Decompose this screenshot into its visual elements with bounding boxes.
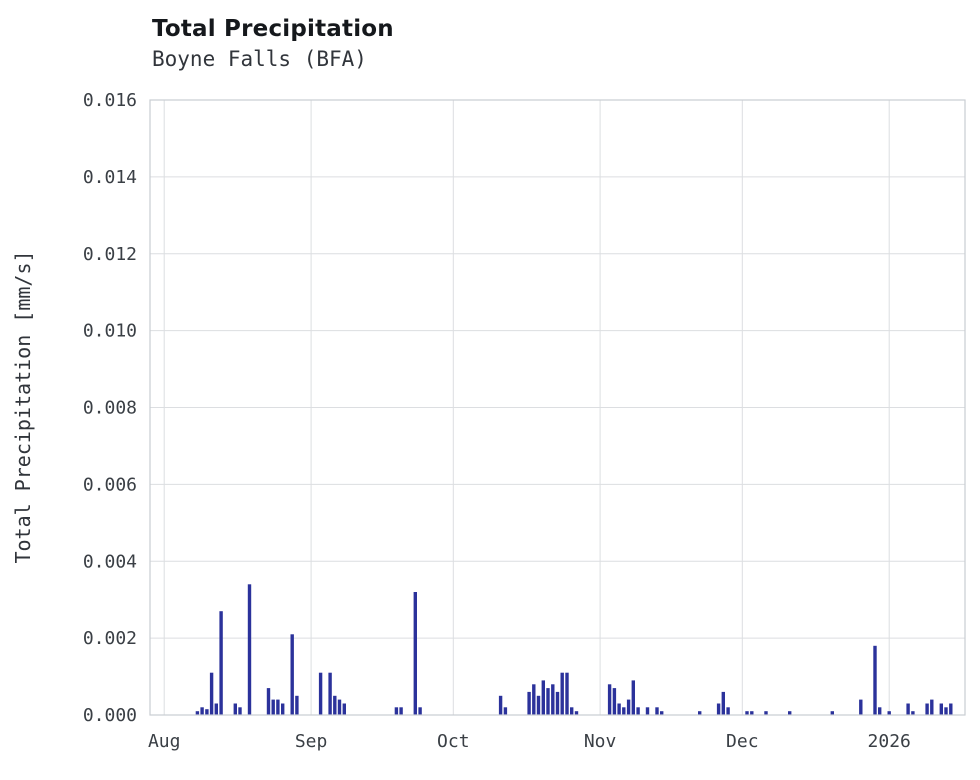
svg-text:Nov: Nov [584,731,617,752]
svg-text:0.012: 0.012 [83,244,137,265]
svg-text:2026: 2026 [868,731,911,752]
svg-text:0.002: 0.002 [83,628,137,649]
chart-subtitle: Boyne Falls (BFA) [152,47,367,71]
svg-text:Dec: Dec [726,731,759,752]
y-axis-label: Total Precipitation [mm/s] [11,250,35,563]
svg-text:Sep: Sep [295,731,328,752]
svg-text:Aug: Aug [148,731,181,752]
svg-text:0.000: 0.000 [83,705,137,726]
svg-text:0.006: 0.006 [83,474,137,495]
plot-area: 0.000 0.002 0.004 0.006 0.008 0.010 0.012 0.014… [83,90,966,752]
svg-text:0.016: 0.016 [83,90,137,111]
svg-text:0.010: 0.010 [83,321,137,342]
svg-text:0.014: 0.014 [83,167,137,188]
svg-text:0.008: 0.008 [83,398,137,419]
svg-text:0.004: 0.004 [83,551,137,572]
svg-text:Oct: Oct [437,731,470,752]
chart-header: Total Precipitation Boyne Falls (BFA) [152,16,394,71]
chart-title: Total Precipitation [152,16,394,42]
